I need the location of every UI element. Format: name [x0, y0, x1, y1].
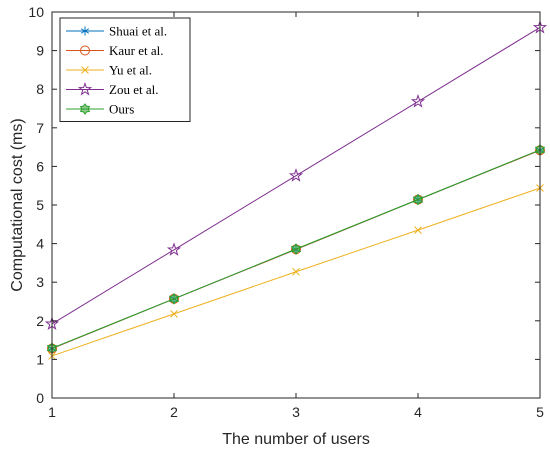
- data-point: [168, 292, 180, 305]
- x-tick-label: 5: [536, 404, 544, 420]
- data-point: [414, 226, 422, 234]
- y-tick-label: 2: [36, 313, 44, 329]
- y-axis-title: Computational cost (ms): [9, 118, 26, 291]
- y-tick-label: 9: [36, 43, 44, 59]
- x-tick-label: 1: [48, 404, 56, 420]
- legend-label: Zou et al.: [109, 82, 158, 97]
- data-point: [410, 94, 426, 108]
- series-yu-et-al: [48, 184, 544, 360]
- x-tick-label: 3: [292, 404, 300, 420]
- legend-marker: [80, 45, 90, 56]
- y-tick-label: 6: [36, 158, 44, 174]
- data-point: [166, 242, 182, 256]
- y-tick-label: 8: [36, 81, 44, 97]
- legend-marker: [79, 103, 91, 115]
- y-tick-label: 7: [36, 120, 44, 136]
- data-point: [292, 267, 300, 276]
- legend-label: Yu et al.: [109, 63, 152, 78]
- legend-marker: [77, 81, 93, 96]
- y-tick-label: 10: [28, 4, 44, 20]
- legend-marker: [80, 26, 90, 36]
- data-point: [412, 193, 424, 206]
- legend-label: Shuai et al.: [109, 24, 167, 39]
- y-tick-label: 3: [36, 274, 44, 290]
- y-tick-label: 0: [36, 390, 44, 406]
- x-axis-title: The number of users: [222, 431, 370, 448]
- y-tick-label: 1: [36, 351, 44, 367]
- y-tick-label: 5: [36, 197, 44, 213]
- legend-label: Ours: [109, 102, 134, 117]
- data-point: [170, 309, 178, 318]
- legend-label: Kaur et al.: [109, 43, 164, 58]
- y-tick-label: 4: [36, 236, 44, 252]
- x-tick-label: 4: [414, 404, 422, 420]
- legend-marker: [81, 66, 89, 74]
- x-tick-label: 2: [170, 404, 178, 420]
- series-line: [51, 27, 541, 325]
- data-point: [288, 168, 304, 182]
- data-point: [290, 243, 302, 255]
- legend: Shuai et al. Kaur et al. Yu et al. Zou et a…: [59, 17, 191, 122]
